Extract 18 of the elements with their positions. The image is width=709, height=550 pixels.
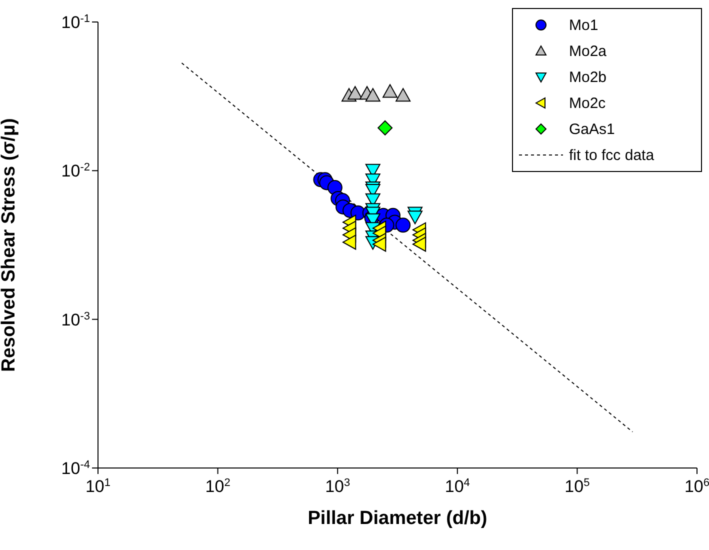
y-tick-label: 10$^{-1}$ — [61, 13, 90, 32]
legend-label: Mo2a — [569, 42, 607, 60]
legend-label: Mo1 — [569, 16, 598, 34]
x-tick-label: 10$^{5}$ — [564, 477, 590, 496]
y-tick-label: 10$^{-3}$ — [61, 310, 90, 330]
y-tick-label: 10$^{-4}$ — [61, 459, 90, 478]
x-tick-label: 10$^{3}$ — [325, 477, 350, 496]
y-axis-title: Resolved Shear Stress (σ/μ) — [0, 118, 20, 372]
y-tick-label: 10$^{-2}$ — [61, 162, 90, 181]
x-tick-label: 10$^{2}$ — [205, 477, 230, 496]
x-tick-label: 10$^{6}$ — [684, 477, 709, 496]
legend-label: Mo2b — [569, 68, 607, 86]
legend-label: fit to fcc data — [569, 146, 654, 164]
x-tick-label: 10$^{4}$ — [444, 477, 470, 496]
legend-label: GaAs1 — [569, 120, 615, 138]
x-axis-title: Pillar Diameter (d/b) — [308, 508, 488, 529]
legend-label: Mo2c — [569, 94, 606, 112]
x-tick-label: 10$^{1}$ — [85, 477, 111, 496]
